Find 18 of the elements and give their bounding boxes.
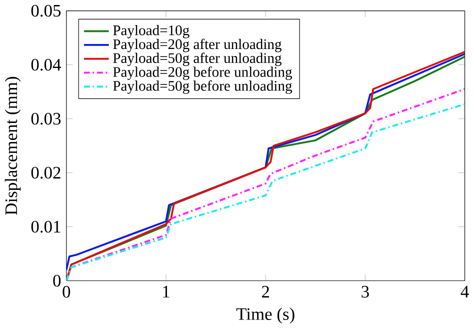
y-tick-label: 0.05 bbox=[31, 4, 61, 17]
legend-label: Payload=20g after unloading bbox=[113, 38, 282, 52]
y-tick-label: 0.04 bbox=[31, 58, 61, 71]
y-tick-label: 0.03 bbox=[31, 112, 61, 125]
y-tick-label: 0 bbox=[53, 274, 61, 286]
x-tick-label: 0 bbox=[62, 286, 70, 298]
legend-label: Payload=50g after unloading bbox=[113, 52, 282, 66]
legend-label: Payload=50g before unloading bbox=[113, 80, 292, 94]
x-tick-label: 1 bbox=[163, 286, 170, 298]
legend-label: Payload=20g before unloading bbox=[113, 66, 292, 80]
x-axis-title: Time (s) bbox=[236, 307, 294, 324]
y-tick-label: 0.01 bbox=[31, 220, 60, 233]
x-tick-label: 4 bbox=[460, 286, 469, 298]
y-tick-label: 0.02 bbox=[31, 166, 60, 179]
x-tick-label: 2 bbox=[262, 286, 269, 298]
legend-label: Payload=10g bbox=[113, 24, 190, 38]
y-axis-title: Displacement (mm) bbox=[4, 76, 21, 215]
x-tick-label: 3 bbox=[362, 286, 369, 298]
